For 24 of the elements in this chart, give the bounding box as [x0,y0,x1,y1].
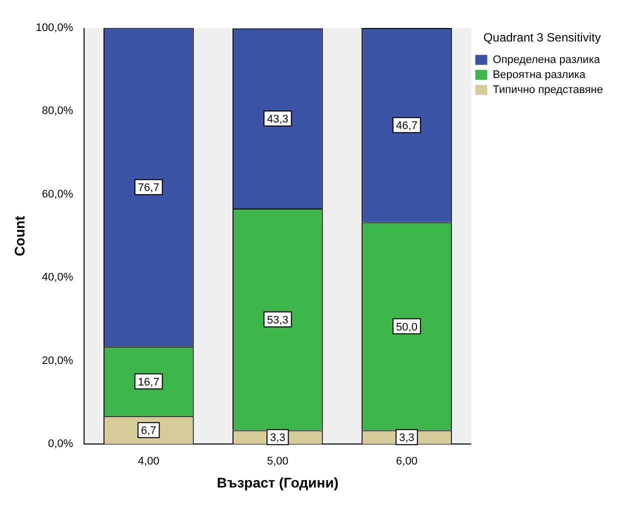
data-label: 6,7 [140,425,156,438]
x-tick-label: 5,00 [266,456,288,468]
data-label: 16,7 [138,376,160,388]
data-label: 3,3 [270,432,286,444]
data-label: 50,0 [396,321,418,334]
y-tick-label: 100,0% [36,22,74,34]
data-label: 76,7 [138,182,160,194]
legend-label: Вероятна разлика [492,68,586,81]
y-axis-title: Count [11,215,28,256]
data-label: 3,3 [399,432,414,444]
y-tick-label: 80,0% [42,105,74,118]
data-label: 43,3 [266,114,288,126]
data-label: 53,3 [266,314,288,326]
data-label: 46,7 [396,120,418,132]
y-tick-label: 20,0% [42,354,74,367]
legend-label: Типично представяне [492,84,604,96]
x-axis-title: Възраст (Години) [216,474,339,490]
x-tick-label: 6,00 [396,456,418,468]
legend-title: Quadrant 3 Sensitivity [483,30,601,44]
y-tick-label: 0,0% [48,438,74,450]
y-tick-label: 60,0% [42,188,74,200]
y-tick-label: 40,0% [42,272,74,284]
x-tick-label: 4,00 [138,456,160,468]
legend-label: Определена разлика [492,54,601,66]
